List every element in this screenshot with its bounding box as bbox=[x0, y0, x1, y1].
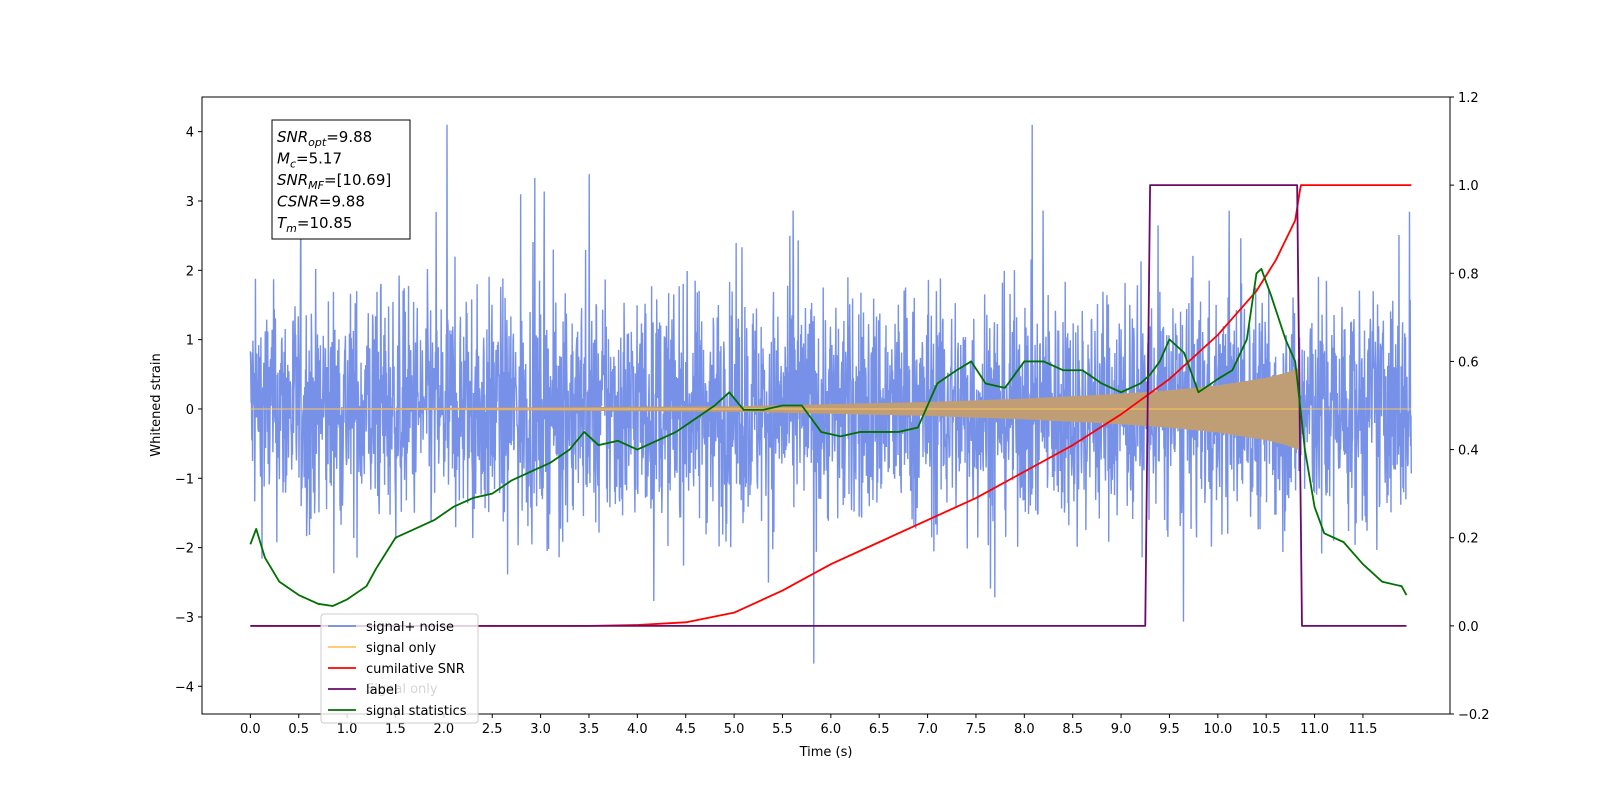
x-tick-label: 3.0 bbox=[530, 722, 551, 737]
annotation-line: CSNR=9.88 bbox=[277, 193, 365, 211]
legend-entry: signal+ noise bbox=[366, 620, 454, 635]
y2-tick-label: 0.4 bbox=[1458, 444, 1479, 459]
legend-entry: cumilative SNR bbox=[366, 662, 465, 677]
legend-ghost-text: Signal only bbox=[366, 682, 438, 697]
x-tick-label: 6.0 bbox=[820, 722, 841, 737]
x-tick-label: 10.0 bbox=[1203, 722, 1232, 737]
legend-entry: signal statistics bbox=[366, 704, 467, 719]
x-tick-label: 7.5 bbox=[966, 722, 987, 737]
x-tick-label: 4.5 bbox=[675, 722, 696, 737]
annotation-frame bbox=[271, 119, 411, 240]
series-signal-statistics bbox=[249, 267, 1408, 607]
x-tick-label: 1.0 bbox=[337, 722, 358, 737]
x-tick-label: 2.0 bbox=[434, 722, 455, 737]
y-axis-label: Whitened strain bbox=[149, 353, 164, 456]
y-axis-left: −4 −3 −2 −1 0 1 2 3 4 bbox=[175, 126, 202, 695]
y2-tick-label: 1.2 bbox=[1458, 91, 1479, 106]
annotation-line: SNRMF=[10.69] bbox=[277, 171, 391, 192]
x-axis: 0.0 0.5 1.0 1.5 2.0 2.5 3.0 3.5 4.0 4.5 5.0 5.5 6.0 6… bbox=[240, 714, 1377, 737]
x-tick-label: 8.5 bbox=[1062, 722, 1083, 737]
x-tick-label: 9.0 bbox=[1111, 722, 1132, 737]
annotation-line: Tm=10.85 bbox=[277, 214, 352, 235]
y-tick-label: 4 bbox=[186, 126, 194, 141]
y-tick-label: −1 bbox=[175, 472, 194, 487]
x-tick-label: 9.5 bbox=[1159, 722, 1180, 737]
y2-tick-label: 0.6 bbox=[1458, 355, 1479, 370]
x-tick-label: 5.0 bbox=[724, 722, 745, 737]
series-signal-only bbox=[250, 367, 1412, 451]
y-tick-label: −3 bbox=[175, 611, 194, 626]
y2-tick-label: −0.2 bbox=[1458, 708, 1490, 723]
legend-entry: label bbox=[366, 683, 397, 698]
y2-tick-label: 0.2 bbox=[1458, 532, 1479, 547]
y-tick-label: 2 bbox=[186, 264, 194, 279]
y2-tick-label: 0.8 bbox=[1458, 267, 1479, 282]
x-tick-label: 2.5 bbox=[482, 722, 503, 737]
x-tick-label: 0.5 bbox=[288, 722, 309, 737]
x-tick-label: 6.5 bbox=[869, 722, 890, 737]
plot-frame bbox=[201, 96, 1451, 715]
x-tick-label: 11.0 bbox=[1300, 722, 1329, 737]
legend-frame bbox=[320, 613, 479, 724]
y-tick-label: 3 bbox=[186, 195, 194, 210]
annotation-line: Mc=5.17 bbox=[277, 150, 342, 171]
x-tick-label: 5.5 bbox=[772, 722, 793, 737]
x-tick-label: 1.5 bbox=[385, 722, 406, 737]
x-tick-label: 0.0 bbox=[240, 722, 261, 737]
y-tick-label: 0 bbox=[186, 403, 194, 418]
x-tick-label: 10.5 bbox=[1252, 722, 1281, 737]
x-tick-label: 8.0 bbox=[1014, 722, 1035, 737]
stats-annotation-box: SNRopt=9.88Mc=5.17SNRMF=[10.69]CSNR=9.88… bbox=[271, 119, 411, 240]
x-tick-label: 11.5 bbox=[1348, 722, 1377, 737]
annotation-line: SNRopt=9.88 bbox=[277, 128, 372, 149]
x-tick-label: 7.0 bbox=[917, 722, 938, 737]
y2-tick-label: 0.0 bbox=[1458, 620, 1479, 635]
x-tick-label: 3.5 bbox=[579, 722, 600, 737]
x-tick-label: 4.0 bbox=[627, 722, 648, 737]
y-axis-right: −0.2 0.0 0.2 0.4 0.6 0.8 1.0 1.2 bbox=[1450, 91, 1490, 723]
y-tick-label: 1 bbox=[186, 334, 194, 349]
y-tick-label: −4 bbox=[175, 680, 194, 695]
legend-entry: signal only bbox=[366, 641, 436, 656]
legend: Signal only signal+ noise signal only cumil… bbox=[320, 613, 479, 724]
series-label bbox=[250, 184, 1407, 627]
y-tick-label: −2 bbox=[175, 542, 194, 557]
y2-tick-label: 1.0 bbox=[1458, 179, 1479, 194]
x-axis-label: Time (s) bbox=[799, 745, 853, 760]
right-axis-series bbox=[249, 184, 1412, 627]
